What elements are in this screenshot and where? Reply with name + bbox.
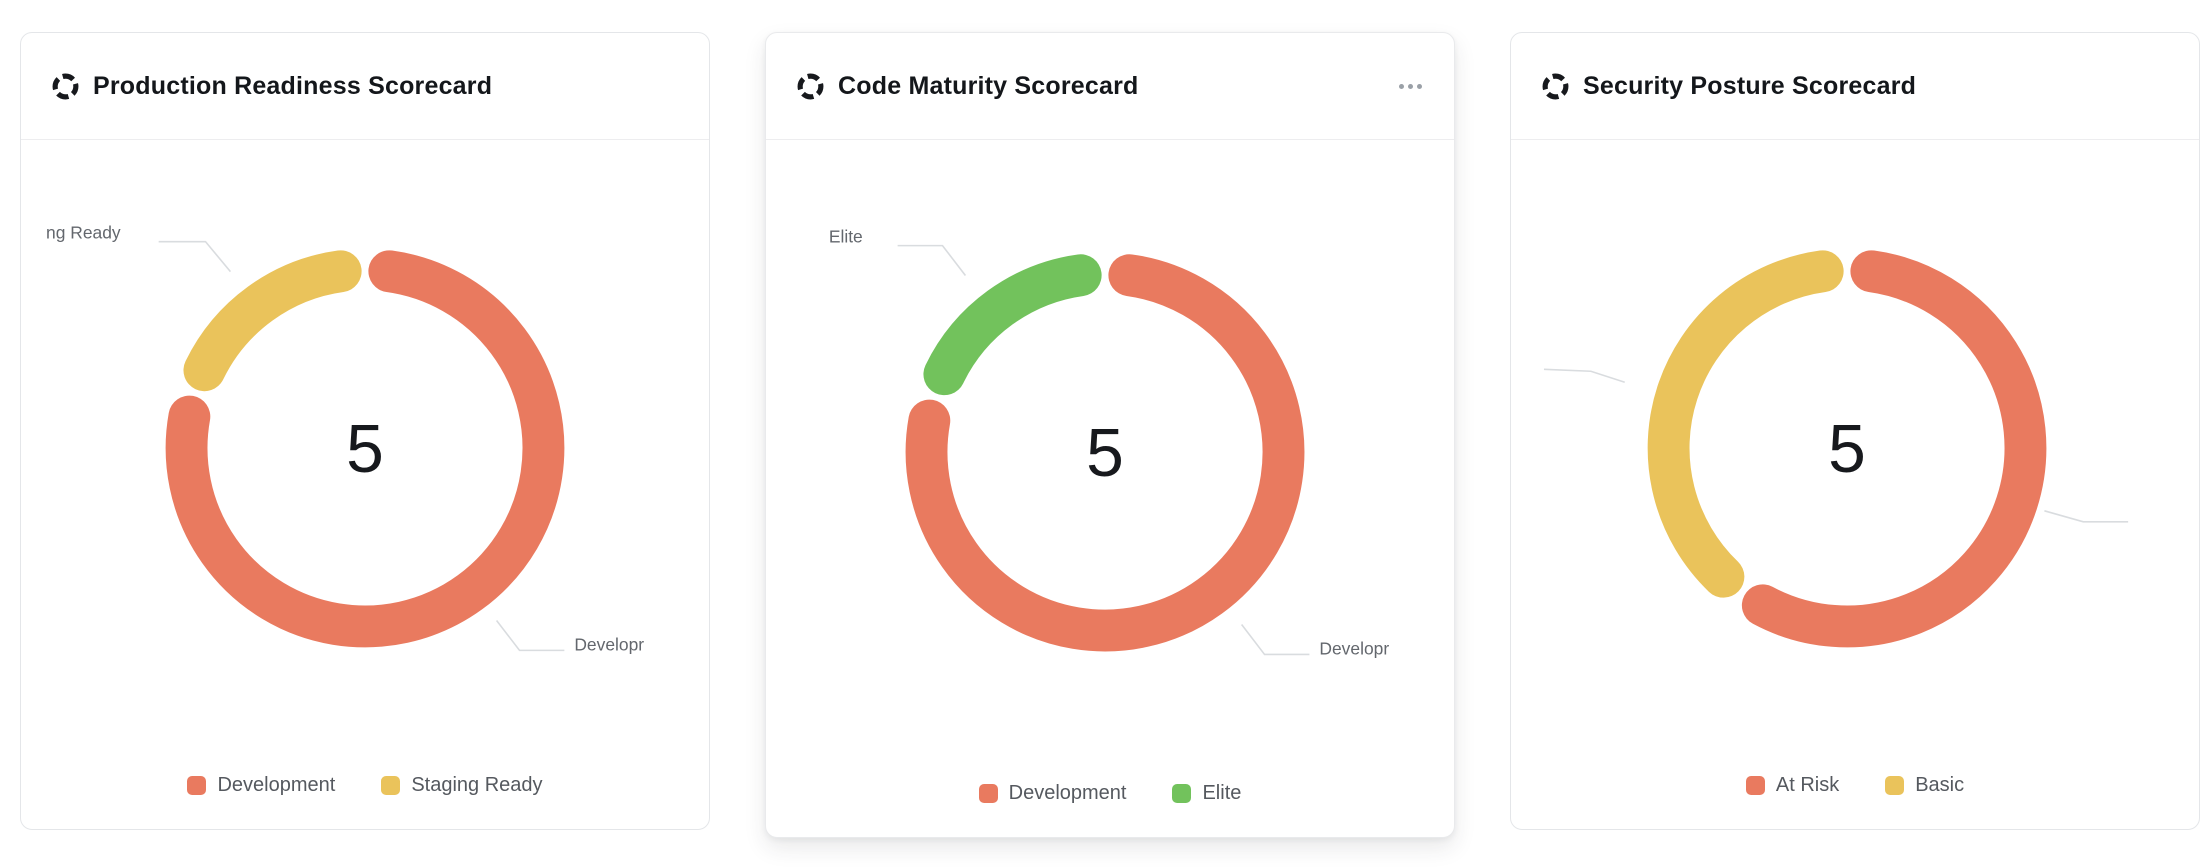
chart-legend: At Risk Basic [1511,768,2199,829]
legend-label: At Risk [1775,774,1840,796]
donut-segment-basic[interactable] [1647,250,1844,598]
card-title: Security Posture Scorecard [1583,71,1917,100]
callout-label: Developr [1319,638,1389,658]
donut-chart-icon [1542,73,1569,99]
donut-segment-elite[interactable] [923,254,1102,396]
donut-chart-svg: Elite Developr 5 [829,227,1390,659]
legend-swatch-development [187,776,207,795]
donut-chart-svg: 5 [1543,250,2129,648]
donut-segment-staging-ready[interactable] [183,250,362,392]
chart-legend: Development Staging Ready [21,768,709,829]
donut-segment-development[interactable] [905,254,1305,652]
ellipsis-icon[interactable] [1397,78,1424,95]
card-production-readiness: Production Readiness Scorecard ng Ready D… [20,32,710,830]
legend-label: Basic [1915,774,1965,796]
donut-chart: Elite Developr 5 [766,140,1454,776]
card-header: Security Posture Scorecard [1511,33,2199,140]
card-code-maturity: Code Maturity Scorecard Elite Developr 5 D… [765,32,1455,838]
donut-chart-svg: ng Ready Developr 5 [46,223,644,655]
card-title: Production Readiness Scorecard [93,71,493,100]
chart-legend: Development Elite [766,776,1454,837]
donut-center-value: 5 [1828,412,1866,487]
donut-center-value: 5 [346,412,384,487]
card-header: Code Maturity Scorecard [766,33,1454,140]
legend-swatch-development [978,784,998,803]
callout-line [2044,510,2129,523]
callout-label: Elite [829,227,863,247]
legend-swatch-elite [1172,784,1192,803]
scorecard-board: Production Readiness Scorecard ng Ready D… [20,32,2200,838]
legend-label: Development [1008,782,1127,804]
donut-center-value: 5 [1086,416,1124,491]
callout-label: Developr [574,634,644,654]
legend-label: Staging Ready [411,774,543,796]
donut-segment-at-risk[interactable] [1741,250,2047,648]
legend-item-at-risk[interactable]: At Risk [1745,774,1840,797]
legend-item-development[interactable]: Development [978,782,1127,805]
legend-item-elite[interactable]: Elite [1172,782,1241,805]
card-title: Code Maturity Scorecard [838,71,1139,100]
callout-line [1240,624,1310,656]
donut-chart-icon [52,73,79,99]
donut-chart-icon [797,73,824,99]
legend-item-staging-ready[interactable]: Staging Ready [381,774,543,797]
callout-line [1543,368,1625,383]
legend-label: Elite [1202,782,1242,804]
callout-label: ng Ready [46,223,121,243]
legend-swatch-staging-ready [381,776,401,795]
donut-segment-development[interactable] [165,250,565,648]
callout-line [158,240,232,273]
callout-line [495,619,565,652]
legend-item-development[interactable]: Development [187,774,335,797]
legend-swatch-at-risk [1745,776,1765,795]
legend-label: Development [217,774,336,796]
donut-chart: ng Ready Developr 5 [21,140,709,768]
card-security-posture: Security Posture Scorecard 5 At Risk Bas… [1510,32,2200,830]
callout-line [897,244,967,277]
donut-chart: 5 [1511,140,2199,768]
legend-item-basic[interactable]: Basic [1885,774,1964,797]
legend-swatch-basic [1885,776,1905,795]
card-header: Production Readiness Scorecard [21,33,709,140]
